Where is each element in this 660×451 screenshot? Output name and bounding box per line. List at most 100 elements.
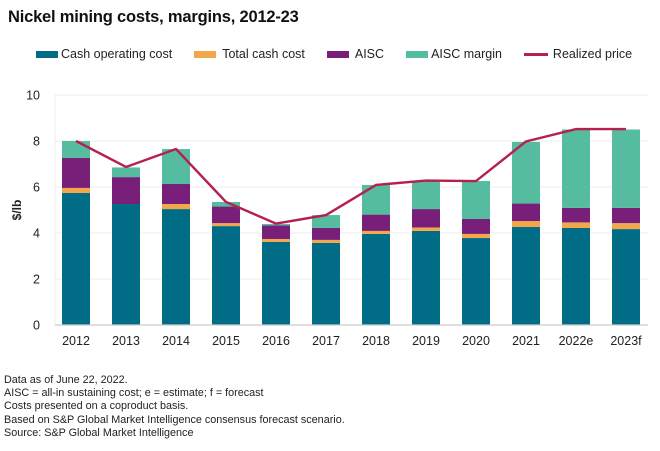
bar-stack-2017 (312, 215, 340, 325)
legend-label: Realized price (552, 47, 633, 61)
x-tick-label: 2020 (462, 334, 490, 348)
bar-stack-2021 (512, 141, 540, 325)
legend-swatch-cash-operating-cost (36, 50, 58, 58)
bar-total-cash-cost-2018 (362, 230, 390, 234)
bar-total-cash-cost-2020 (462, 233, 490, 239)
bar-cash-operating-cost-2013 (112, 204, 140, 325)
y-tick-label: 10 (26, 89, 40, 103)
y-tick-label: 8 (33, 135, 40, 149)
bar-aisc-2021 (512, 203, 540, 222)
legend-label: AISC (354, 47, 385, 61)
bar-aisc-margin-2019 (412, 181, 440, 210)
bar-aisc-margin-2022e (562, 129, 590, 208)
bar-cash-operating-cost-2015 (212, 226, 240, 325)
legend-swatch-aisc-margin (406, 50, 429, 58)
note-abbreviations: AISC = all-in sustaining cost; e = estim… (4, 387, 264, 400)
legend-swatch-realized-price (523, 52, 548, 56)
bar-aisc-2023f (612, 207, 640, 224)
y-tick-label: 4 (33, 227, 40, 241)
bar-stack-2020 (462, 181, 490, 325)
bar-cash-operating-cost-2020 (462, 238, 490, 325)
bar-total-cash-cost-2017 (312, 239, 340, 243)
y-tick-label: 0 (33, 319, 40, 333)
bar-stack-2013 (112, 167, 140, 325)
legend-label: AISC margin (431, 47, 502, 61)
bar-cash-operating-cost-2022e (562, 227, 590, 325)
bar-aisc-margin-2020 (462, 181, 490, 219)
legend-swatch-aisc (326, 50, 349, 58)
x-tick-label: 2022e (559, 334, 594, 348)
bar-aisc-margin-2013 (112, 167, 140, 178)
note-source: Source: S&P Global Market Intelligence (4, 426, 194, 439)
legend-label: Cash operating cost (61, 47, 173, 61)
bar-aisc-margin-2012 (62, 141, 90, 159)
gridlines (54, 94, 648, 325)
bar-total-cash-cost-2015 (212, 223, 240, 227)
bar-cash-operating-cost-2016 (262, 241, 290, 325)
bar-aisc-margin-2021 (512, 141, 540, 204)
bar-aisc-2015 (212, 206, 240, 224)
legend-item-realized-price: Realized price (523, 47, 633, 61)
legend-item-cash-operating-cost: Cash operating cost (36, 47, 172, 61)
bar-stack-2019 (412, 181, 440, 325)
bar-total-cash-cost-2022e (562, 222, 590, 228)
y-axis-ticks: 0 2 4 6 8 10 (26, 89, 40, 333)
bar-total-cash-cost-2014 (162, 204, 190, 210)
chart-notes: Data as of June 22, 2022. AISC = all-in … (4, 374, 345, 440)
legend-item-aisc-margin: AISC margin (406, 47, 502, 61)
bar-aisc-2012 (62, 158, 90, 188)
bar-total-cash-cost-2016 (262, 238, 290, 242)
bar-aisc-2016 (262, 225, 290, 239)
bar-stack-2015 (212, 201, 240, 325)
y-tick-label: 6 (33, 181, 40, 195)
bar-cash-operating-cost-2012 (62, 192, 90, 325)
bar-cash-operating-cost-2018 (362, 233, 390, 325)
chart-title: Nickel mining costs, margins, 2012-23 (8, 8, 299, 26)
bar-stack-2023f (612, 129, 640, 325)
chart-legend: Cash operating cost Total cash cost AISC… (36, 47, 646, 61)
legend-item-aisc: AISC (326, 47, 385, 61)
x-tick-label: 2021 (512, 334, 540, 348)
bar-aisc-2013 (112, 177, 140, 205)
bar-cash-operating-cost-2014 (162, 209, 190, 325)
bar-total-cash-cost-2021 (512, 221, 540, 228)
x-tick-label: 2015 (212, 334, 240, 348)
bar-cash-operating-cost-2021 (512, 227, 540, 325)
y-tick-label: 2 (33, 273, 40, 287)
x-tick-label: 2017 (312, 334, 340, 348)
legend-swatch-total-cash-cost (194, 50, 217, 58)
bar-cash-operating-cost-2017 (312, 242, 340, 325)
x-tick-label: 2023f (610, 334, 642, 348)
bar-stack-2022e (562, 129, 590, 325)
bar-stack-2012 (62, 141, 90, 325)
bar-stack-2014 (162, 149, 190, 325)
realized-price-line (75, 127, 626, 225)
bar-total-cash-cost-2023f (612, 223, 640, 230)
bar-total-cash-cost-2012 (62, 187, 90, 193)
legend-label: Total cash cost (222, 47, 305, 61)
bar-aisc-margin-2014 (162, 149, 190, 185)
bar-aisc-2017 (312, 227, 340, 240)
x-tick-label: 2014 (162, 334, 190, 348)
bar-stack-2018 (362, 184, 390, 325)
bar-aisc-2020 (462, 218, 490, 234)
x-tick-label: 2018 (362, 334, 390, 348)
bar-aisc-margin-2018 (362, 184, 390, 215)
legend-item-total-cash-cost: Total cash cost (194, 47, 305, 61)
bar-aisc-margin-2015 (212, 201, 240, 207)
bar-aisc-2014 (162, 184, 190, 205)
realized-price-line-group (75, 127, 627, 225)
bar-cash-operating-cost-2023f (612, 229, 640, 325)
bar-total-cash-cost-2019 (412, 227, 440, 231)
x-tick-label: 2013 (112, 334, 140, 348)
bar-aisc-2022e (562, 207, 590, 223)
x-tick-label: 2012 (62, 334, 90, 348)
x-axis-ticks: 2012 2013 2014 2015 2016 2017 2018 2019 2020 2021… (62, 334, 642, 348)
bar-stack-2016 (262, 224, 290, 325)
bar-aisc-margin-2023f (612, 129, 640, 208)
chart-plot: 0 2 4 6 8 10 2012 2013 2014 2015 2016 2017 2018 2019… (10, 89, 648, 348)
x-tick-label: 2016 (262, 334, 290, 348)
bar-aisc-margin-2017 (312, 215, 340, 228)
note-data-date: Data as of June 22, 2022. (4, 374, 128, 386)
y-axis-label: $/lb (10, 200, 24, 221)
